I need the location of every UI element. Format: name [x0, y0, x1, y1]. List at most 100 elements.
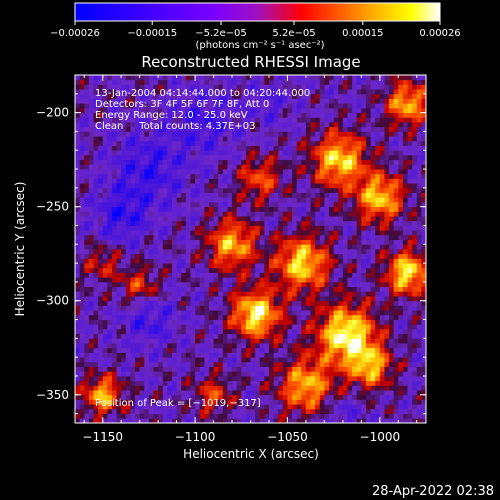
heatmap-cell	[356, 145, 362, 151]
heatmap-cell	[421, 225, 426, 231]
heatmap-cell	[342, 277, 348, 283]
heatmap-cell	[199, 267, 205, 273]
heatmap-cell	[296, 314, 302, 320]
heatmap-cell	[102, 380, 108, 386]
heatmap-cell	[245, 178, 251, 184]
heatmap-cell	[255, 371, 261, 377]
heatmap-cell	[79, 239, 85, 245]
heatmap-cell	[171, 277, 178, 283]
heatmap-cell	[416, 145, 422, 151]
heatmap-cell	[407, 390, 413, 396]
heatmap-cell	[236, 413, 242, 419]
heatmap-cell	[241, 159, 247, 165]
heatmap-cell	[296, 394, 302, 400]
heatmap-cell	[232, 333, 238, 339]
heatmap-cell	[255, 225, 261, 231]
heatmap-cell	[232, 206, 238, 212]
heatmap-cell	[195, 361, 201, 367]
heatmap-cell	[412, 230, 418, 236]
heatmap-cell	[379, 380, 385, 386]
heatmap-cell	[195, 347, 201, 353]
heatmap-cell	[315, 352, 321, 358]
heatmap-cell	[171, 197, 178, 203]
heatmap-cell	[75, 206, 81, 212]
heatmap-cell	[241, 150, 247, 156]
heatmap-cell	[199, 286, 205, 292]
heatmap-cell	[379, 291, 385, 297]
heatmap-cell	[296, 404, 302, 410]
heatmap-cell	[102, 281, 108, 288]
heatmap-cell	[282, 220, 288, 226]
heatmap-cell	[171, 145, 178, 151]
heatmap-cell	[356, 173, 362, 179]
heatmap-cell	[393, 404, 399, 410]
heatmap-cell	[282, 366, 288, 372]
heatmap-cell	[241, 347, 247, 353]
heatmap-cell	[412, 291, 418, 297]
heatmap-cell	[402, 352, 408, 358]
heatmap-cell	[167, 404, 173, 410]
heatmap-cell	[204, 314, 210, 320]
heatmap-cell	[324, 131, 330, 137]
heatmap-cell	[167, 314, 173, 320]
heatmap-cell	[213, 324, 219, 330]
heatmap-cell	[333, 122, 339, 128]
heatmap-cell	[116, 117, 122, 123]
heatmap-cell	[324, 145, 330, 151]
heatmap-cell	[264, 178, 270, 184]
heatmap-cell	[204, 371, 210, 377]
heatmap-cell	[315, 305, 321, 311]
heatmap-cell	[167, 230, 173, 236]
heatmap-cell	[121, 183, 127, 189]
heatmap-cell	[213, 220, 219, 226]
heatmap-cell	[370, 296, 376, 302]
heatmap-cell	[278, 338, 284, 344]
heatmap-cell	[319, 178, 325, 184]
heatmap-cell	[185, 145, 191, 151]
heatmap-cell	[84, 408, 90, 414]
heatmap-cell	[356, 408, 362, 414]
heatmap-cell	[278, 385, 284, 391]
heatmap-cell	[79, 343, 85, 349]
heatmap-cell	[319, 324, 325, 330]
heatmap-cell	[324, 253, 330, 259]
heatmap-cell	[93, 164, 99, 170]
heatmap-cell	[393, 399, 399, 405]
heatmap-cell	[204, 187, 210, 193]
heatmap-cell	[329, 140, 335, 146]
heatmap-cell	[111, 122, 117, 128]
heatmap-cell	[93, 343, 99, 349]
heatmap-cell	[153, 136, 159, 142]
heatmap-cell	[130, 192, 136, 198]
heatmap-cell	[125, 418, 131, 423]
heatmap-cell	[93, 220, 99, 226]
heatmap-cell	[389, 385, 395, 391]
heatmap-cell	[167, 154, 173, 161]
heatmap-cell	[402, 220, 408, 226]
heatmap-cell	[407, 300, 413, 306]
heatmap-cell	[250, 328, 256, 335]
heatmap-cell	[102, 122, 108, 128]
heatmap-cell	[412, 338, 418, 344]
heatmap-cell	[398, 225, 404, 231]
heatmap-cell	[176, 249, 182, 255]
heatmap-cell	[421, 150, 426, 156]
heatmap-cell	[393, 220, 399, 226]
heatmap-cell	[324, 263, 330, 269]
heatmap-cell	[402, 253, 408, 259]
heatmap-cell	[139, 122, 145, 128]
heatmap-cell	[389, 418, 395, 423]
heatmap-cell	[144, 291, 150, 297]
heatmap-cell	[222, 145, 228, 151]
heatmap-cell	[384, 281, 390, 288]
heatmap-cell	[333, 281, 339, 288]
heatmap-cell	[412, 361, 418, 367]
heatmap-cell	[139, 272, 145, 278]
heatmap-cell	[301, 154, 307, 161]
heatmap-cell	[130, 338, 136, 344]
heatmap-cell	[278, 258, 284, 264]
heatmap-cell	[384, 192, 390, 198]
heatmap-cell	[398, 187, 404, 193]
heatmap-cell	[250, 413, 256, 419]
heatmap-cell	[88, 310, 94, 316]
